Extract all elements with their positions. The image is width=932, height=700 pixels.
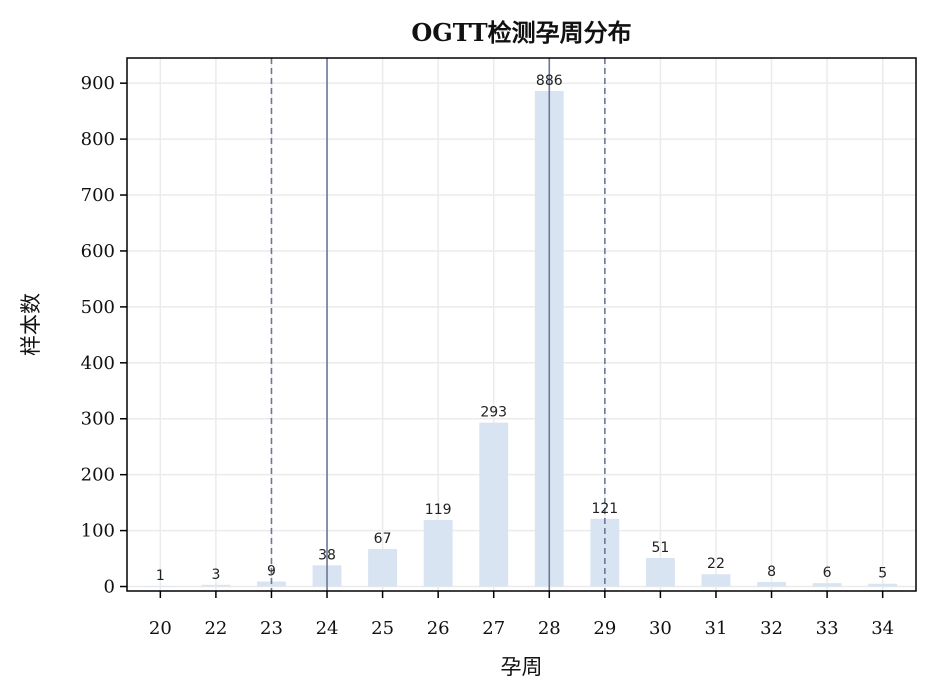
x-tick-label: 32 — [760, 618, 783, 639]
y-tick-label: 600 — [81, 241, 115, 262]
chart-title: OGTT检测孕周分布 — [411, 18, 631, 47]
data-label: 121 — [591, 501, 618, 517]
bar — [868, 583, 898, 587]
bar — [701, 574, 731, 587]
y-tick-label: 300 — [81, 409, 115, 430]
data-label: 6 — [823, 565, 832, 581]
x-tick-label: 29 — [593, 618, 616, 639]
data-label: 22 — [707, 556, 725, 572]
x-tick-label: 30 — [649, 618, 672, 639]
data-label: 38 — [318, 547, 336, 563]
y-tick-label: 400 — [81, 353, 115, 374]
data-labels: 1 3 9 38 67 119 293 886 121 51 22 8 6 5 — [156, 73, 887, 584]
y-tick-label: 0 — [104, 577, 115, 598]
data-label: 51 — [651, 540, 669, 556]
data-label: 886 — [536, 73, 563, 89]
data-label: 1 — [156, 568, 165, 584]
data-label: 293 — [480, 405, 507, 421]
data-label: 9 — [267, 563, 276, 579]
y-tick-label: 200 — [81, 465, 115, 486]
x-axis-label: 孕周 — [501, 655, 543, 679]
axis-ticks: 0 100 200 300 400 500 600 700 800 900 20 22 23 24 25 26… — [81, 73, 894, 639]
y-tick-label: 700 — [81, 185, 115, 206]
x-tick-label: 28 — [538, 618, 561, 639]
x-tick-label: 20 — [149, 618, 172, 639]
data-label: 119 — [425, 502, 452, 518]
x-tick-label: 31 — [705, 618, 728, 639]
y-axis-label: 样本数 — [19, 293, 43, 356]
x-tick-label: 22 — [204, 618, 227, 639]
bar — [479, 422, 509, 587]
grid — [127, 58, 916, 591]
x-tick-label: 34 — [871, 618, 894, 639]
x-tick-label: 33 — [816, 618, 839, 639]
plot-frame — [126, 57, 917, 592]
data-label: 3 — [211, 567, 220, 583]
data-label: 8 — [767, 564, 776, 580]
bar — [257, 581, 286, 587]
y-tick-label: 500 — [81, 297, 115, 318]
bar — [368, 549, 398, 587]
data-label: 5 — [878, 566, 887, 582]
bar — [423, 519, 453, 587]
bar — [812, 583, 842, 587]
bar — [757, 582, 786, 587]
y-tick-label: 900 — [81, 73, 115, 94]
y-tick-label: 800 — [81, 129, 115, 150]
bar — [201, 584, 231, 587]
data-label: 67 — [374, 531, 392, 547]
x-tick-label: 23 — [260, 618, 283, 639]
x-tick-label: 27 — [482, 618, 505, 639]
bar — [645, 558, 675, 587]
bars — [145, 90, 898, 587]
x-tick-label: 26 — [427, 618, 450, 639]
bar — [145, 585, 175, 587]
reference-lines — [270, 58, 606, 591]
y-tick-label: 100 — [81, 521, 115, 542]
x-tick-label: 25 — [371, 618, 394, 639]
x-tick-label: 24 — [316, 618, 339, 639]
